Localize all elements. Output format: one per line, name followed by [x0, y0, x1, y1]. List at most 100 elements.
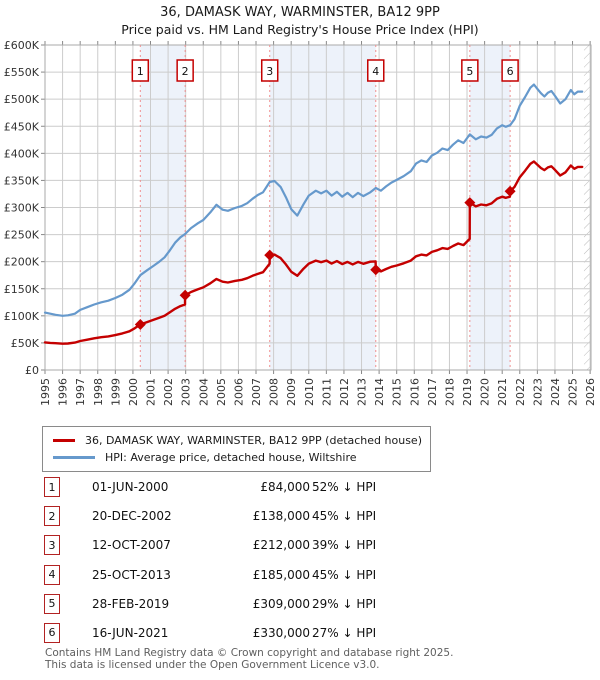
sale-vs-hpi: 29% ↓ HPI — [312, 596, 377, 611]
copyright-footer: Contains HM Land Registry data © Crown c… — [45, 647, 454, 671]
sale-date: 25-OCT-2013 — [92, 567, 171, 582]
sale-number-flag-label: 2 — [182, 65, 189, 78]
y-axis-label: £250K — [4, 229, 40, 242]
footer-line-1: Contains HM Land Registry data © Crown c… — [45, 647, 454, 659]
footer-line-2: This data is licensed under the Open Gov… — [45, 658, 380, 671]
sale-number-flag-label: 4 — [372, 65, 379, 78]
x-axis-label: 2019 — [461, 378, 474, 406]
sale-number-box: 2 — [44, 506, 60, 527]
price-chart: 1995 1996 1997 1998 1999 2000 2001 2002 2003 2004… — [4, 40, 597, 406]
sale-table-row: 1 01-JUN-2000 £84,000 52% ↓ HPI — [44, 477, 564, 506]
page-title: 36, DAMASK WAY, WARMINSTER, BA12 9PP — [160, 5, 440, 20]
sale-price: £330,000 — [252, 625, 310, 640]
y-axis-label: £200K — [4, 256, 40, 269]
x-axis-label: 2015 — [391, 378, 404, 406]
x-axis-label: 2009 — [285, 378, 298, 406]
sale-marker — [504, 185, 516, 197]
y-axis-label: £600K — [4, 40, 40, 52]
hpi-line — [43, 83, 584, 317]
sale-vs-hpi: 45% ↓ HPI — [312, 567, 377, 582]
title-block: 36, DAMASK WAY, WARMINSTER, BA12 9PP Pri… — [0, 4, 600, 38]
y-axis-label: £450K — [4, 120, 40, 133]
hpi-line-swatch — [53, 456, 95, 459]
sale-vs-hpi: 39% ↓ HPI — [312, 538, 377, 553]
x-axis-label: 1995 — [39, 378, 52, 406]
sale-date: 16-JUN-2021 — [92, 625, 169, 640]
x-axis-label: 2010 — [303, 378, 316, 406]
sale-marker — [464, 197, 476, 209]
x-axis-label: 2020 — [479, 378, 492, 406]
y-axis-label: £300K — [4, 202, 40, 215]
sale-number-flag — [176, 59, 194, 82]
x-axis-label: 1996 — [57, 378, 70, 406]
sale-vs-hpi: 52% ↓ HPI — [312, 480, 377, 494]
x-axis-label: 2025 — [567, 378, 580, 406]
sale-number-box: 3 — [44, 535, 60, 556]
sale-price: £84,000 — [260, 480, 310, 494]
sale-date: 20-DEC-2002 — [92, 509, 172, 524]
property-line-swatch — [53, 439, 75, 442]
y-axis-label: £500K — [4, 93, 40, 106]
sale-price: £185,000 — [252, 567, 310, 582]
x-axis-label: 2011 — [320, 378, 333, 406]
sale-table-row: 4 25-OCT-2013 £185,000 45% ↓ HPI — [44, 564, 564, 594]
x-axis-label: 2005 — [215, 378, 228, 406]
sale-number-flag — [260, 59, 279, 82]
sale-table-row: 2 20-DEC-2002 £138,000 45% ↓ HPI — [44, 506, 564, 535]
legend-row-hpi: HPI: Average price, detached house, Wilt… — [53, 449, 422, 466]
sale-price: £138,000 — [252, 509, 310, 524]
plot-border — [44, 44, 592, 371]
sale-vs-hpi: 27% ↓ HPI — [312, 625, 377, 640]
legend-label-property: 36, DAMASK WAY, WARMINSTER, BA12 9PP (de… — [84, 434, 422, 447]
x-axis-label: 2002 — [162, 378, 175, 406]
sale-number-flag-label: 5 — [466, 65, 473, 78]
sale-number-box: 5 — [44, 593, 60, 614]
sale-vs-hpi: 45% ↓ HPI — [312, 509, 377, 524]
sale-table-row: 3 12-OCT-2007 £212,000 39% ↓ HPI — [44, 535, 564, 564]
sale-number-box: 4 — [44, 564, 60, 585]
x-axis-label: 2012 — [338, 378, 351, 406]
sale-marker — [264, 249, 276, 261]
sale-price: £309,000 — [252, 596, 310, 611]
sale-number-flag-label: 6 — [507, 65, 514, 78]
x-axis-label: 2017 — [426, 378, 439, 406]
sale-number-box: 6 — [44, 622, 60, 643]
x-axis-label: 2008 — [268, 378, 281, 406]
y-axis-label: £0 — [25, 364, 39, 377]
y-axis-label: £150K — [4, 283, 40, 296]
x-axis-label: 2016 — [408, 378, 421, 406]
y-axis-label: £400K — [4, 147, 40, 160]
y-axis-label: £100K — [4, 310, 40, 323]
sale-marker — [179, 289, 191, 301]
sale-number-flag — [131, 59, 150, 82]
sale-number-flag — [367, 59, 385, 82]
sale-date: 01-JUN-2000 — [92, 480, 169, 494]
x-axis-label: 2003 — [180, 378, 193, 406]
sale-number-flag — [501, 59, 519, 82]
sale-number-flag-label: 1 — [137, 65, 144, 78]
x-axis-label: 2026 — [584, 378, 597, 406]
legend-row-property: 36, DAMASK WAY, WARMINSTER, BA12 9PP (de… — [53, 432, 422, 449]
y-axis-label: £50K — [11, 337, 40, 350]
x-axis-label: 2004 — [197, 378, 210, 406]
x-axis-label: 2000 — [127, 378, 140, 406]
sale-number-flag-label: 3 — [266, 65, 273, 78]
sale-table-row: 5 28-FEB-2019 £309,000 29% ↓ HPI — [44, 593, 564, 623]
x-axis-label: 2014 — [373, 378, 386, 406]
sale-marker — [134, 319, 146, 330]
legend-label-hpi: HPI: Average price, detached house, Wilt… — [105, 451, 357, 464]
x-axis-label: 1997 — [74, 378, 87, 406]
x-axis-label: 1998 — [92, 378, 105, 406]
sale-number-box: 1 — [44, 477, 60, 497]
x-axis-label: 2021 — [496, 378, 509, 406]
sale-date: 28-FEB-2019 — [92, 596, 170, 611]
x-axis-label: 2023 — [531, 378, 544, 406]
x-axis-label: 2001 — [145, 378, 158, 406]
y-axis-label: £550K — [4, 66, 40, 79]
sale-marker — [370, 264, 382, 276]
sale-date: 12-OCT-2007 — [92, 538, 171, 553]
x-axis-label: 2013 — [356, 378, 369, 406]
y-axis-label: £350K — [4, 174, 40, 187]
x-axis-label: 2024 — [549, 378, 562, 406]
